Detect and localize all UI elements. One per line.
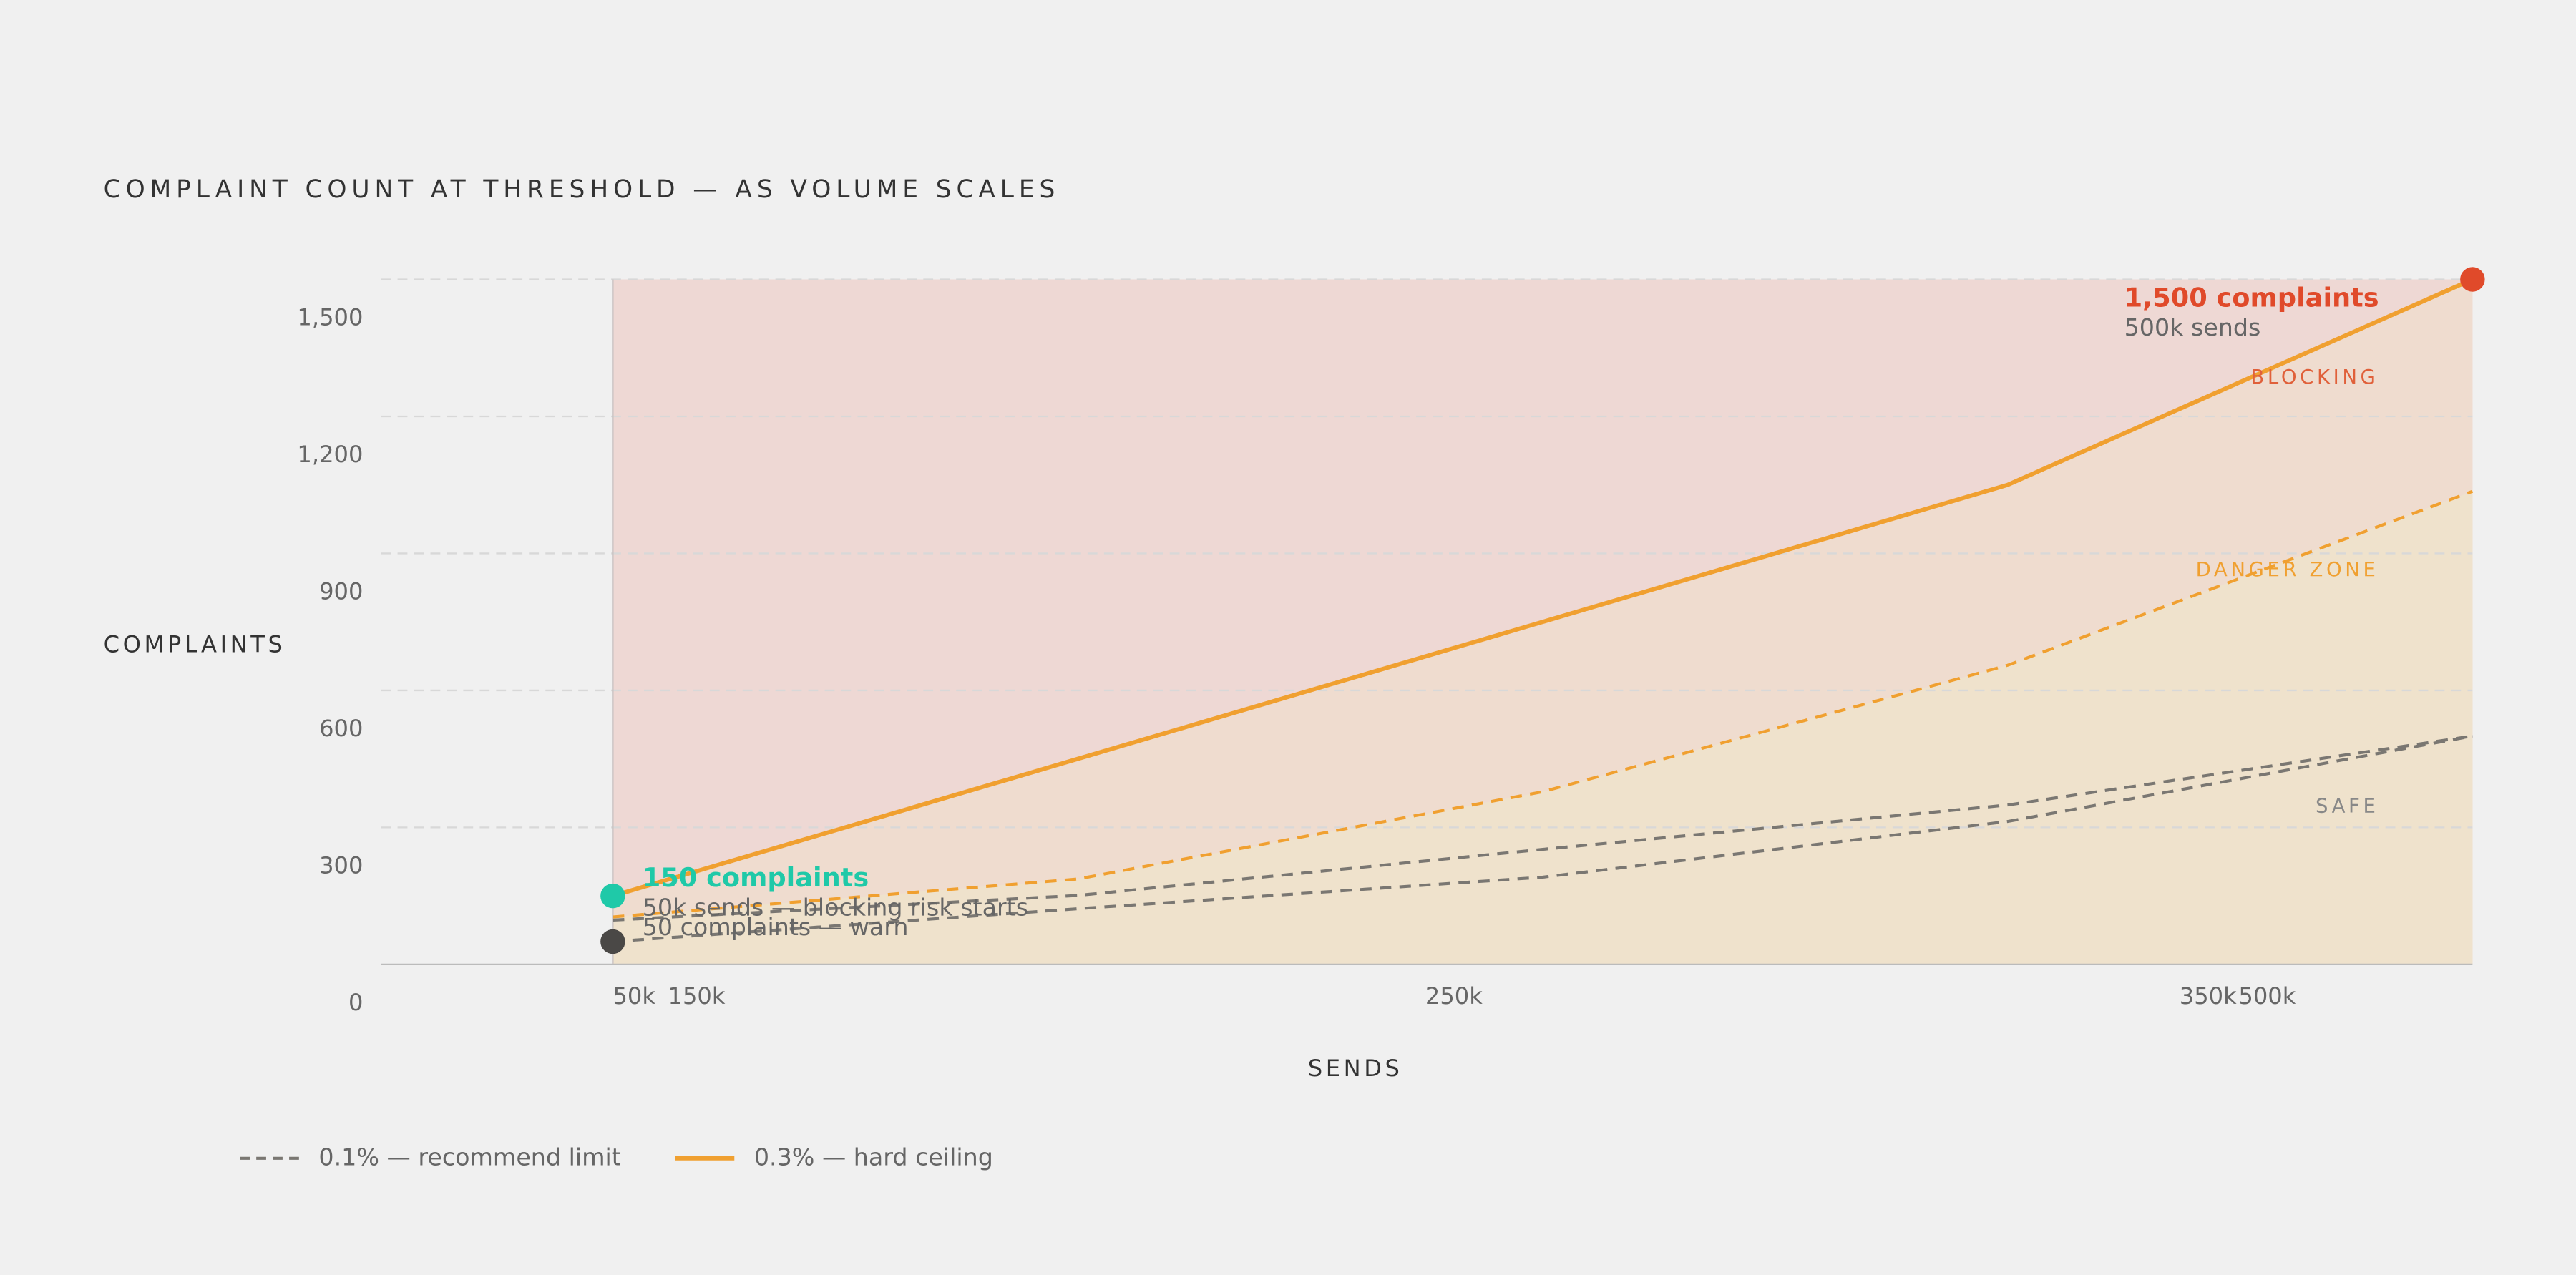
x-tick-label: 350k — [2180, 982, 2237, 1010]
annotation: 150 complaints — [643, 862, 869, 893]
legend-label: 0.3% — hard ceiling — [754, 1143, 993, 1171]
x-axis-label: SENDS — [1308, 1055, 1403, 1082]
legend-label: 0.1% — recommend limit — [318, 1143, 620, 1171]
point-marker — [600, 929, 625, 954]
x-tick-label: 500k — [2238, 982, 2296, 1010]
annotation: 50 complaints — warn — [643, 913, 909, 941]
series-line — [613, 734, 2473, 944]
series-line — [613, 734, 2473, 922]
annotation: 1,500 complaints — [2124, 283, 2379, 313]
annotation: 50k sends — blocking risk starts — [643, 893, 1028, 921]
series-line — [613, 489, 2474, 919]
y-axis-label: COMPLAINTS — [104, 630, 286, 658]
point-marker — [2460, 267, 2485, 292]
y-tick-label: 300 — [319, 852, 363, 879]
x-tick-label: 150k — [668, 982, 726, 1010]
point-marker — [600, 883, 625, 909]
series-line — [612, 277, 2474, 899]
y-tick-label: 1,200 — [297, 441, 363, 468]
y-tick-label: 600 — [319, 715, 363, 742]
annotation: 500k sends — [2124, 313, 2261, 341]
zone-label: DANGER ZONE — [2196, 558, 2379, 581]
x-tick-label: 50k — [613, 982, 655, 1010]
chart-title: COMPLAINT COUNT AT THRESHOLD — AS VOLUME… — [104, 175, 1060, 204]
zone-area — [613, 491, 2473, 964]
y-tick-label: 900 — [319, 578, 363, 605]
y-tick-label: 1,500 — [297, 304, 363, 331]
zone-label: SAFE — [2316, 794, 2379, 817]
x-tick-label: 250k — [1425, 982, 1483, 1010]
y-tick-label: 0 — [348, 989, 363, 1016]
zone-label: BLOCKING — [2250, 366, 2379, 389]
